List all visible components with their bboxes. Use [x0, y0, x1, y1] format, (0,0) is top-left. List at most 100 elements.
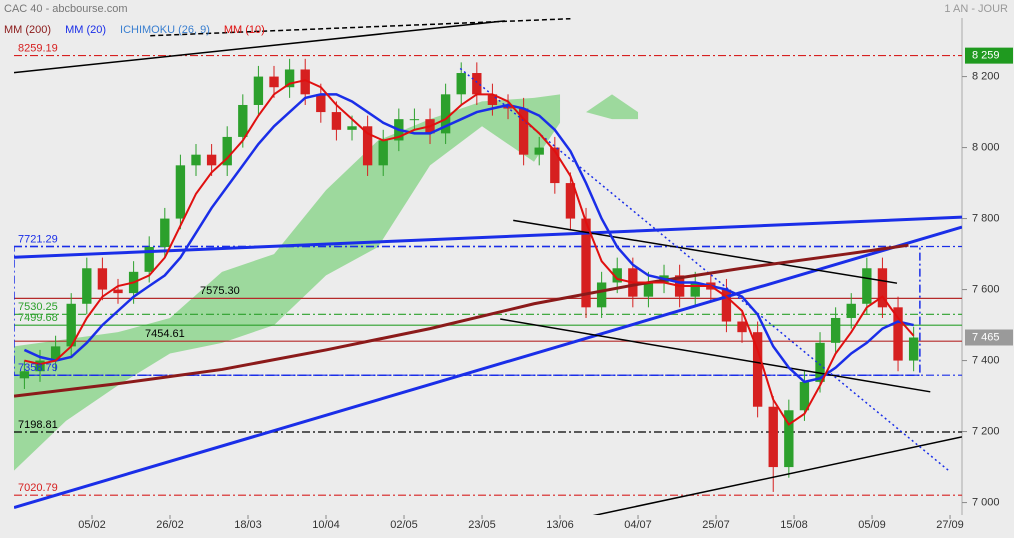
candle-body — [908, 337, 919, 361]
candle-body — [222, 136, 232, 166]
level-label: 7721.29 — [18, 233, 58, 245]
candle-body — [487, 94, 498, 105]
level-label: 7358.79 — [18, 362, 58, 374]
candle-body — [456, 73, 466, 95]
x-tick-label: 02/05 — [390, 519, 418, 531]
candle-body — [300, 69, 310, 95]
legend-entry: MM (20) — [65, 24, 106, 36]
candle-body — [50, 346, 61, 361]
candle-body — [550, 147, 560, 184]
candle-body — [830, 317, 841, 343]
candle-body — [643, 282, 654, 297]
moving-average — [24, 79, 915, 426]
y-tick-label: 7 800 — [972, 212, 1000, 224]
candle-body — [175, 165, 186, 219]
level-label: 7575.30 — [200, 285, 240, 297]
price-tag-label: 7 465 — [972, 331, 1000, 343]
level-label: 7530.25 — [18, 301, 58, 313]
candle-body — [253, 76, 264, 105]
level-label: 7198.81 — [18, 419, 58, 431]
x-tick-label: 10/04 — [312, 519, 340, 531]
candle-body — [35, 360, 45, 372]
candle-body — [799, 381, 810, 411]
candle-body — [737, 321, 747, 333]
candle-body — [690, 282, 700, 297]
candle-body — [160, 218, 170, 247]
candle-body — [815, 342, 825, 382]
candle-body — [378, 140, 388, 166]
price-tag — [965, 329, 1013, 346]
price-tag — [965, 47, 1013, 64]
trend-line — [14, 20, 505, 74]
candle-body — [503, 104, 513, 109]
trend-line — [14, 215, 962, 259]
chart-title: CAC 40 - abcbourse.com — [4, 3, 128, 15]
candle-body — [472, 73, 482, 95]
y-tick-label: 8 200 — [972, 70, 1000, 82]
trend-line — [592, 436, 962, 515]
candle-body — [82, 268, 92, 304]
trend-line — [500, 318, 931, 393]
candle-body — [331, 112, 342, 130]
period-label: 1 AN - JOUR — [944, 3, 1008, 15]
candle-body — [191, 154, 201, 166]
trend-line — [14, 225, 962, 509]
price-tag-label: 8 259 — [972, 50, 1000, 62]
x-tick-label: 13/06 — [546, 519, 574, 531]
candle-body — [565, 183, 576, 219]
candle-body — [721, 289, 732, 322]
y-tick-label: 7 200 — [972, 425, 1000, 437]
legend-entry: MM (200) — [4, 24, 51, 36]
y-tick-label: 8 000 — [972, 141, 1000, 153]
moving-average — [14, 243, 909, 398]
x-tick-label: 23/05 — [468, 519, 496, 531]
candle-body — [784, 410, 794, 468]
candle-body — [409, 119, 420, 121]
x-tick-label: 05/02 — [78, 519, 106, 531]
y-tick-label: 7 600 — [972, 283, 1000, 295]
trend-line — [513, 219, 898, 284]
ichimoku-cloud — [14, 94, 561, 471]
x-tick-label: 04/07 — [624, 519, 652, 531]
candle-body — [19, 371, 30, 379]
candle-body — [269, 76, 279, 88]
level-label: 7020.79 — [18, 482, 58, 494]
candle-body — [347, 126, 357, 130]
ichimoku-cloud — [586, 94, 639, 120]
candle-body — [596, 282, 607, 308]
trend-line — [150, 18, 571, 37]
candle-body — [768, 406, 778, 468]
candle-body — [581, 218, 591, 308]
candle-body — [612, 268, 622, 283]
candle-body — [893, 307, 903, 361]
candle-body — [846, 303, 856, 318]
candle-body — [518, 108, 529, 155]
moving-average — [23, 93, 914, 384]
level-label: 7454.61 — [145, 328, 185, 340]
candle-body — [206, 154, 217, 166]
candle-body — [362, 126, 373, 166]
candle-body — [440, 94, 451, 134]
y-tick-label: 7 400 — [972, 354, 1000, 366]
range-box — [14, 245, 921, 376]
legend-entry: MM (10) — [224, 24, 265, 36]
candle-body — [534, 147, 544, 155]
x-tick-label: 18/03 — [234, 519, 262, 531]
candle-body — [238, 104, 248, 137]
candle-body — [97, 268, 108, 290]
plot-area — [14, 18, 962, 515]
level-label: 8259.19 — [18, 42, 58, 54]
x-tick-label: 05/09 — [858, 519, 886, 531]
candle-body — [66, 303, 76, 347]
candle-body — [752, 332, 763, 407]
x-tick-label: 25/07 — [702, 519, 730, 531]
candle-body — [113, 289, 123, 294]
legend-entry: ICHIMOKU (26, 9) — [120, 24, 210, 36]
level-label: 7499.68 — [18, 312, 58, 324]
candle-body — [144, 246, 154, 272]
candle-body — [877, 268, 888, 308]
y-tick-label: 7 000 — [972, 496, 1000, 508]
x-tick-label: 15/08 — [780, 519, 808, 531]
